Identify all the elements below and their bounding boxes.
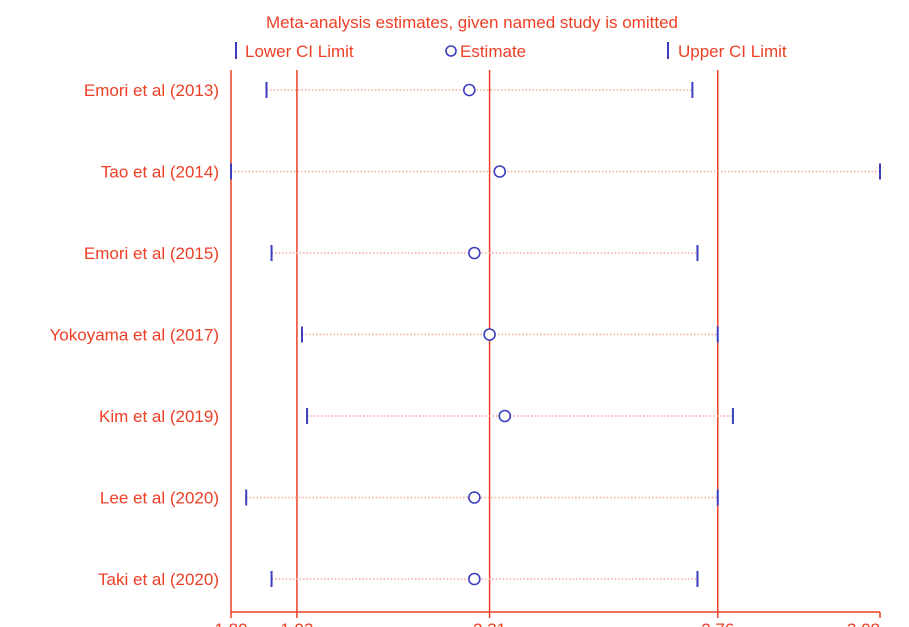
legend-lower-ci-label: Lower CI Limit (245, 42, 354, 61)
x-axis-ticks: 1.80 1.93 2.31 2.76 3.08 (214, 612, 881, 627)
chart-title: Meta-analysis estimates, given named stu… (266, 13, 678, 32)
x-tick-label: 1.80 (214, 620, 247, 627)
study-label: Lee et al (2020) (100, 489, 219, 508)
study-row: Emori et al (2015) (84, 244, 699, 263)
x-tick-label: 2.76 (701, 620, 734, 627)
estimate-marker (483, 328, 496, 341)
x-tick-label: 1.93 (280, 620, 313, 627)
study-rows: Emori et al (2013) Tao et al (2014) Emori … (50, 81, 881, 589)
study-row: Emori et al (2013) (84, 81, 694, 100)
x-tick-label: 3.08 (847, 620, 880, 627)
legend-estimate-label: Estimate (460, 42, 526, 61)
study-label: Emori et al (2013) (84, 81, 219, 100)
legend-upper-ci-label: Upper CI Limit (678, 42, 787, 61)
legend: Lower CI Limit Estimate Upper CI Limit (235, 42, 787, 61)
x-tick-label: 2.31 (473, 620, 506, 627)
legend-estimate-symbol (445, 45, 457, 57)
estimate-marker (468, 491, 481, 504)
estimate-marker (463, 83, 476, 97)
study-label: Emori et al (2015) (84, 244, 219, 263)
study-row: Yokoyama et al (2017) (50, 326, 719, 345)
estimate-marker (468, 246, 481, 260)
reference-lines (296, 70, 719, 612)
study-row: Lee et al (2020) (100, 489, 719, 508)
study-row: Taki et al (2020) (98, 570, 699, 589)
estimate-marker (493, 165, 507, 178)
study-row: Kim et al (2019) (99, 407, 734, 426)
estimate-marker (468, 572, 481, 586)
study-label: Yokoyama et al (2017) (50, 326, 219, 345)
estimate-marker (498, 409, 512, 423)
study-label: Tao et al (2014) (101, 163, 219, 182)
study-label: Kim et al (2019) (99, 407, 219, 426)
study-row: Tao et al (2014) (101, 163, 881, 182)
study-label: Taki et al (2020) (98, 570, 219, 589)
plot-frame (230, 70, 880, 613)
